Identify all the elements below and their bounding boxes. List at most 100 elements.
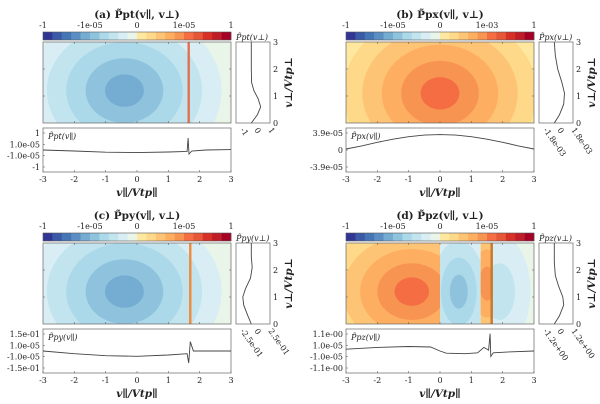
y-axis-label: v⊥/Vtp⊥ (283, 57, 295, 107)
side-profile-line (553, 243, 565, 325)
colorbar-swatch (383, 233, 394, 241)
side-x-tick-label: 1 (266, 126, 276, 135)
heatmap-region (440, 243, 481, 324)
colorbar-swatch (430, 233, 441, 241)
y-tick-label: 3 (273, 239, 278, 248)
contour-level (491, 263, 516, 320)
y-tick-label: 3.9e-05 (313, 129, 343, 138)
y-tick-label: -1.0e-05 (7, 353, 40, 362)
colorbar-swatch (515, 233, 525, 241)
colorbar-frame (345, 232, 535, 242)
colorbar-swatch (43, 32, 53, 40)
line-panel-label: P̃py(v∥) (47, 333, 77, 342)
y-tick-label: 1 (273, 293, 278, 302)
side-x-tick-label: 2.5e-01 (266, 327, 291, 357)
side-x-tick-label: 0 (252, 327, 262, 336)
side-panel-frame (538, 41, 574, 124)
colorbar-swatch (202, 233, 213, 241)
colorbar-tick-label: -1e-05 (380, 222, 405, 231)
colorbar-swatch (221, 233, 232, 241)
x-tick-label: -1 (405, 376, 413, 385)
y-tick-label: 1.1e-00 (313, 330, 343, 339)
colorbar-swatch (212, 32, 222, 40)
colorbar-swatch (449, 32, 460, 40)
colorbar-swatch (355, 233, 366, 241)
colorbar-swatch (364, 32, 375, 40)
series-line (345, 333, 535, 358)
series-line (42, 341, 231, 364)
side-panel-label: P̃px(v⊥) (538, 33, 572, 42)
colorbar-swatch (374, 32, 384, 40)
colorbar-tick-label: 1 (531, 21, 536, 30)
colorbar-swatch (155, 233, 166, 241)
colorbar-swatch (440, 32, 450, 40)
colorbar-swatch (487, 233, 497, 241)
side-x-tick-label: 0 (252, 126, 262, 135)
x-tick-label: -2 (373, 175, 381, 184)
y-tick-label: 2 (576, 65, 581, 74)
colorbar-swatch (505, 233, 516, 241)
colorbar-swatch (118, 233, 128, 241)
y-tick-label: 3 (576, 239, 581, 248)
colorbar-swatch (458, 233, 469, 241)
colorbar-swatch (449, 233, 460, 241)
colorbar-swatch (71, 233, 81, 241)
colorbar-swatch (184, 233, 194, 241)
side-panel-frame (235, 41, 271, 124)
contour-level (105, 74, 144, 107)
colorbar-swatch (515, 32, 525, 40)
x-tick-label: 0 (437, 376, 442, 385)
colorbar: -1 -1e-05 0 1e-03 1 (342, 21, 537, 41)
colorbar-tick-label: 1e-05 (173, 222, 196, 231)
y-tick-label: 0 (273, 119, 278, 128)
colorbar-tick-label: 0 (134, 21, 139, 30)
colorbar-tick-label: -1e-05 (77, 222, 102, 231)
colorbar-swatch (421, 233, 431, 241)
y-tick-label: 2 (273, 65, 278, 74)
colorbar-tick-label: -1 (39, 222, 47, 231)
x-tick-label: 0 (437, 175, 442, 184)
panel-title: (c) P̃py(v∥, v⊥) (94, 209, 180, 222)
spike-line (189, 243, 192, 324)
x-axis-label: v∥/Vtp∥ (419, 187, 460, 199)
side-x-tick-label: 1.8e-03 (569, 126, 594, 156)
x-tick-label: 3 (531, 175, 536, 184)
y-axis-label: v⊥/Vtp⊥ (586, 57, 598, 107)
y-tick-label: 3 (576, 38, 581, 47)
line-panel-frame (345, 127, 535, 173)
line-panel-label: P̃px(v∥) (350, 132, 380, 141)
colorbar-swatch (165, 32, 175, 40)
colorbar-swatch (127, 32, 138, 40)
x-tick-label: 2 (197, 175, 202, 184)
colorbar-swatch (174, 233, 185, 241)
colorbar-swatch (80, 32, 91, 40)
x-tick-label: -1 (405, 175, 413, 184)
colorbar-tick-label: 1e-05 (173, 21, 196, 30)
colorbar-swatch (221, 32, 232, 40)
side-x-tick-label: -1 (238, 126, 250, 138)
panel-b: (b) P̃px(v∥, v⊥)-1 -1e-05 0 1e-03 1P̃px(v⊥)0… (310, 8, 598, 199)
y-tick-label: 1.5e-01 (10, 330, 40, 339)
line-panel-label: P̃pz(v∥) (350, 333, 380, 342)
colorbar-swatch (146, 233, 157, 241)
y-tick-label: 0 (338, 146, 343, 155)
y-tick-label: -1 (32, 163, 40, 172)
y-tick-label: -1.0e-05 (310, 353, 343, 362)
x-tick-label: 1 (469, 376, 474, 385)
colorbar-swatch (137, 32, 147, 40)
y-tick-label: 2 (576, 266, 581, 275)
side-panel-frame (538, 242, 574, 325)
x-axis-label: v∥/Vtp∥ (419, 388, 460, 400)
x-tick-label: -2 (70, 376, 78, 385)
y-tick-label: 1.0e-05 (10, 341, 40, 350)
colorbar-swatch (99, 233, 110, 241)
side-panel-frame (235, 242, 271, 325)
y-tick-label: 0 (576, 320, 581, 329)
heatmap (42, 242, 232, 325)
colorbar-tick-label: -1e-05 (380, 21, 405, 30)
colorbar-swatch (193, 32, 204, 40)
colorbar-swatch (155, 32, 166, 40)
x-tick-label: -3 (342, 376, 350, 385)
